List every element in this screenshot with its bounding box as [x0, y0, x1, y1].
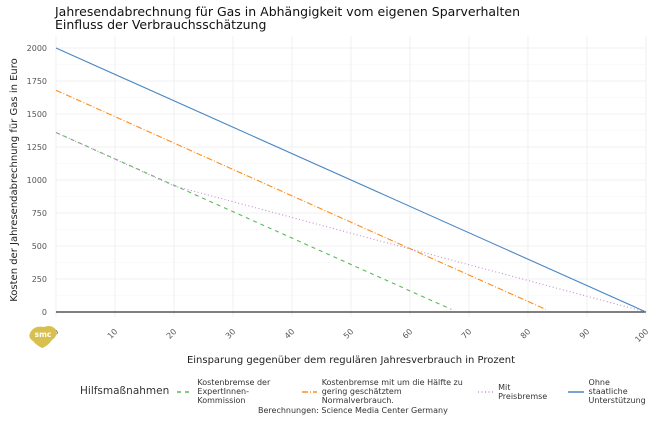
x-tick-label: 70 — [460, 327, 474, 341]
x-tick-label: 80 — [519, 327, 533, 341]
y-tick-label: 1000 — [27, 176, 47, 185]
logo-shape — [29, 326, 57, 348]
caption: Berechnungen: Science Media Center Germa… — [258, 406, 448, 415]
x-tick-label: 50 — [342, 327, 356, 341]
y-tick-label: 0 — [42, 308, 47, 317]
legend-label: Mit Preisbremse — [498, 383, 558, 401]
x-tick-label: 60 — [401, 327, 415, 341]
x-tick-label: 10 — [106, 327, 120, 341]
legend-item: Kostenbremse mit um die Hälfte zu gering … — [301, 378, 468, 405]
x-tick-label: 90 — [578, 327, 592, 341]
legend-label-line: Kostenbremse mit um die Hälfte zu — [321, 378, 463, 387]
legend-label-line: ExpertInnen-Kommission — [197, 387, 249, 405]
y-tick-label: 250 — [32, 275, 47, 284]
x-tick-label: 20 — [165, 327, 179, 341]
legend-item: Ohne staatliche Unterstützung — [568, 378, 648, 405]
logo-text: smc — [35, 330, 52, 339]
series-line — [55, 131, 647, 313]
y-tick-label: 500 — [32, 242, 47, 251]
legend-label: Ohne staatliche Unterstützung — [589, 378, 648, 405]
legend-key — [301, 390, 317, 393]
subtitle-line: Einfluss der Verbrauchsschätzung — [55, 17, 267, 32]
series-line — [55, 89, 546, 310]
legend-label-line: Ohne staatliche — [588, 378, 628, 396]
y-tick-label: 750 — [32, 209, 47, 218]
legend-key — [478, 390, 494, 393]
legend-key — [568, 390, 584, 393]
legend-item: Kostenbremse der ExpertInnen-Kommission — [177, 378, 291, 405]
chart-title: Jahresendabrechnung für Gas in Abhängigk… — [55, 5, 520, 31]
x-axis-label: Einsparung gegenüber dem regulären Jahre… — [187, 355, 515, 366]
legend-item: Mit Preisbremse — [478, 383, 558, 401]
legend-label-line: gering geschätztem Normalverbrauch. — [321, 387, 402, 405]
legend-label-line: Kostenbremse der — [197, 378, 271, 387]
legend-key — [177, 390, 193, 393]
y-axis-label: Kosten der Jahresendabrechnung für Gas i… — [9, 58, 20, 302]
legend: Hilfsmaßnahmen Kostenbremse der ExpertInn… — [80, 378, 658, 405]
y-tick-label: 1250 — [27, 143, 47, 152]
legend-label: Kostenbremse mit um die Hälfte zu gering … — [322, 378, 468, 405]
legend-title: Hilfsmaßnahmen — [80, 385, 170, 397]
series-line — [55, 131, 452, 310]
x-tick-label: 100 — [633, 327, 650, 344]
y-tick-label: 1500 — [27, 110, 47, 119]
legend-label-line: Mit Preisbremse — [498, 382, 548, 401]
title-line: Jahresendabrechnung für Gas in Abhängigk… — [55, 4, 521, 19]
series-line — [55, 47, 647, 313]
legend-label: Kostenbremse der ExpertInnen-Kommission — [197, 378, 291, 405]
y-tick-label: 1750 — [27, 77, 47, 86]
y-tick-label: 2000 — [27, 44, 47, 53]
x-tick-label: 40 — [283, 327, 297, 341]
smc-logo: smc — [29, 326, 57, 348]
legend-label-line: Unterstützung — [588, 396, 646, 405]
x-tick-label: 30 — [224, 327, 238, 341]
